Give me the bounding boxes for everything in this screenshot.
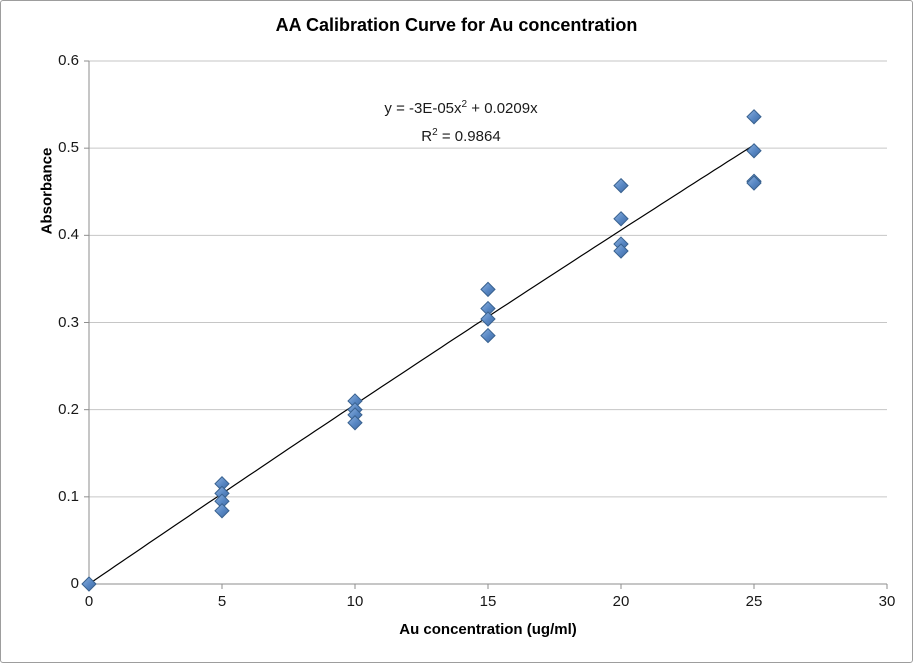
trendline [88, 144, 755, 585]
data-point-marker [613, 211, 629, 227]
data-point-marker [214, 503, 230, 519]
x-tick-label: 20 [612, 593, 630, 610]
x-tick-label: 30 [878, 593, 896, 610]
y-tick-label: 0.5 [58, 139, 79, 157]
y-tick-label: 0.6 [58, 51, 79, 69]
data-point-marker [746, 143, 762, 159]
x-tick-label: 25 [745, 593, 763, 610]
data-point-marker [480, 327, 496, 344]
y-tick-label: 0.3 [58, 313, 79, 331]
data-point-marker [480, 311, 496, 327]
data-point-marker [613, 177, 629, 194]
y-tick-label: 0.2 [58, 400, 79, 418]
data-point-marker [347, 415, 363, 431]
x-tick-label: 15 [479, 593, 497, 610]
x-tick-label: 5 [217, 593, 227, 610]
y-axis-title: Absorbance [38, 147, 56, 235]
data-point-marker [746, 175, 762, 191]
data-point-marker [613, 243, 629, 259]
data-point-marker [480, 281, 496, 298]
chart-title: AA Calibration Curve for Au concentratio… [275, 15, 638, 35]
trendline-equation: y = -3E-05x2 + 0.0209x R2 = 0.9864 [301, 93, 621, 149]
x-tick-label: 10 [346, 593, 364, 610]
data-point-marker [746, 109, 762, 125]
trendline-r-squared: R2 = 0.9864 [421, 127, 501, 145]
y-tick-label: 0 [70, 575, 79, 592]
trendline-equation-line1: y = -3E-05x2 + 0.0209x [384, 99, 538, 117]
data-point-marker [81, 576, 97, 592]
y-tick-label: 0.1 [58, 487, 79, 505]
x-axis-title: Au concentration (ug/ml) [399, 621, 577, 638]
x-tick-label: 0 [84, 593, 94, 610]
y-tick-label: 0.4 [58, 226, 79, 244]
